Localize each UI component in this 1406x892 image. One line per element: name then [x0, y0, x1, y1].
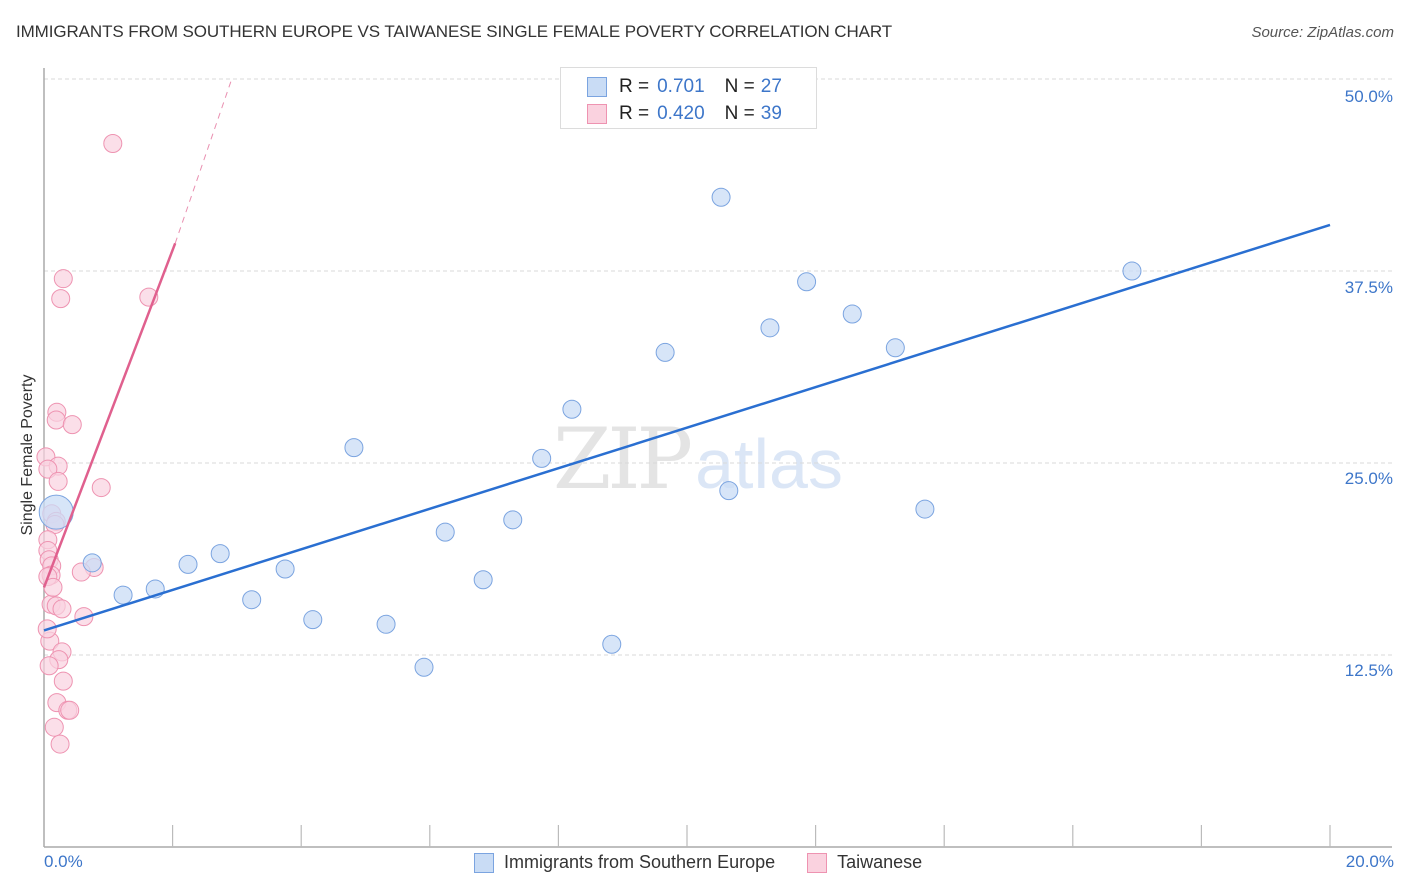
legend-label: Immigrants from Southern Europe	[504, 852, 776, 872]
data-point	[1122, 261, 1142, 281]
data-point	[178, 554, 198, 574]
data-point	[46, 410, 66, 430]
source-label: Source: ZipAtlas.com	[1251, 24, 1394, 41]
data-point	[435, 522, 455, 542]
data-point	[39, 656, 59, 676]
data-point	[915, 499, 935, 519]
southern-europe-trendline	[43, 223, 1331, 632]
r-label: R =	[619, 76, 650, 97]
data-point	[562, 399, 582, 419]
data-point	[711, 187, 731, 207]
data-point	[655, 342, 675, 362]
data-point	[885, 338, 905, 358]
data-point	[48, 471, 68, 491]
r-value: 0.420	[657, 103, 705, 124]
data-point	[797, 272, 817, 292]
stats-legend: R = 0.701 N = 27 R = 0.420 N = 39	[560, 67, 817, 129]
legend-label: Taiwanese	[837, 852, 923, 872]
data-point	[602, 634, 622, 654]
southern-europe-points	[38, 187, 1142, 677]
pink-swatch-icon	[587, 104, 607, 124]
n-value: 27	[760, 76, 782, 97]
series-legend: Immigrants from Southern Europe Taiwanes…	[474, 852, 954, 873]
trendlines	[42, 78, 1331, 632]
legend-row-taiwanese: R = 0.420 N = 39	[587, 102, 782, 126]
legend-item-taiwanese[interactable]: Taiwanese	[807, 852, 922, 873]
data-point	[210, 544, 230, 564]
data-point	[242, 590, 262, 610]
data-point	[760, 318, 780, 338]
data-point	[53, 671, 73, 691]
y-tick-50: 50.0%	[1344, 87, 1393, 106]
r-label: R =	[619, 103, 650, 124]
taiwanese-points	[36, 134, 159, 754]
n-value: 39	[760, 103, 782, 124]
blue-swatch-icon	[474, 852, 494, 873]
legend-item-southern-europe[interactable]: Immigrants from Southern Europe	[474, 852, 775, 873]
data-point	[842, 304, 862, 324]
blue-swatch-icon	[587, 77, 607, 97]
data-point	[82, 553, 102, 573]
legend-row-southern-europe: R = 0.701 N = 27	[587, 75, 782, 99]
data-point	[473, 570, 493, 590]
chart-title: IMMIGRANTS FROM SOUTHERN EUROPE VS TAIWA…	[16, 22, 893, 41]
y-tick-12-5: 12.5%	[1344, 661, 1393, 680]
data-point	[52, 599, 72, 619]
data-point	[344, 438, 364, 458]
data-point	[376, 614, 396, 634]
n-label: N =	[724, 76, 755, 97]
y-axis-label: Single Female Poverty	[19, 374, 36, 536]
data-point	[38, 459, 58, 479]
data-point	[275, 559, 295, 579]
data-point	[719, 481, 739, 501]
data-point	[414, 657, 434, 677]
data-point	[103, 134, 123, 154]
data-point	[113, 585, 133, 605]
x-tick-max: 20.0%	[1345, 852, 1394, 871]
y-tick-37-5: 37.5%	[1344, 278, 1393, 297]
data-point	[532, 448, 552, 468]
data-point	[91, 478, 111, 498]
data-point	[503, 510, 523, 530]
n-label: N =	[724, 103, 755, 124]
data-point	[62, 415, 82, 435]
taiwanese-trendline-extension	[174, 78, 233, 244]
gridlines	[44, 78, 1392, 656]
data-point	[50, 734, 70, 754]
x-tick-min: 0.0%	[44, 852, 83, 871]
data-point	[60, 700, 80, 720]
r-value: 0.701	[657, 76, 705, 97]
data-point	[44, 717, 64, 737]
pink-swatch-icon	[807, 852, 828, 873]
data-point	[51, 289, 71, 309]
axes	[43, 68, 1392, 848]
data-point	[53, 269, 73, 289]
data-point	[303, 610, 323, 630]
taiwanese-trendline	[42, 242, 177, 588]
y-tick-25: 25.0%	[1344, 469, 1393, 488]
